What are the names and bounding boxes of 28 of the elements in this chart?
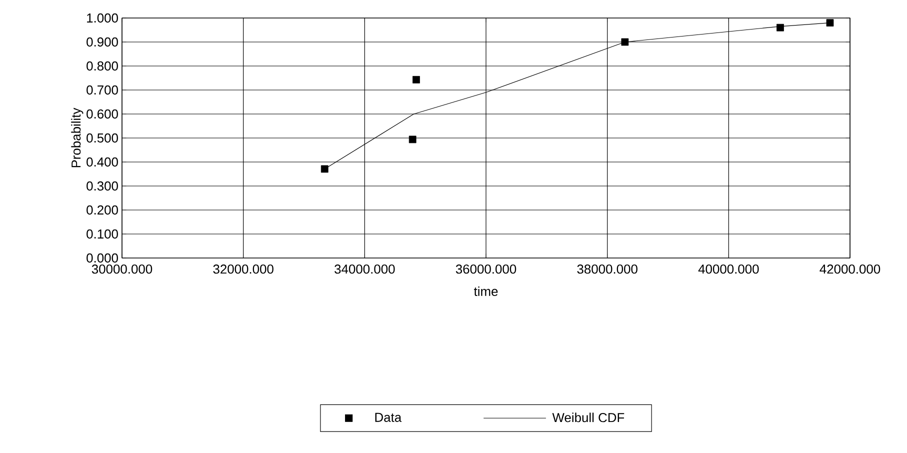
- point: [621, 38, 629, 46]
- x-axis-title: time: [474, 286, 498, 296]
- y-tick-label: 0.400: [86, 157, 118, 167]
- y-tick-label: 0.500: [86, 133, 118, 143]
- point: [412, 76, 420, 84]
- x-tick-label: 34000.000: [334, 264, 395, 274]
- legend-label: Data: [375, 412, 402, 422]
- y-tick-label: 0.200: [86, 205, 118, 215]
- x-tick-label: 30000.000: [92, 264, 152, 274]
- y-tick-label: 0.800: [86, 61, 118, 71]
- x-tick-label: 40000.000: [698, 264, 759, 274]
- x-tick-label: 42000.000: [820, 264, 880, 274]
- x-tick-label: 32000.000: [213, 264, 274, 274]
- legend-label: Weibull CDF: [552, 412, 624, 422]
- y-tick-label: 0.000: [86, 253, 118, 263]
- y-tick-label: 0.700: [86, 85, 118, 95]
- y-tick-label: 0.300: [86, 181, 118, 191]
- y-tick-label: 0.900: [86, 37, 118, 47]
- x-tick-label: 36000.000: [456, 264, 516, 274]
- y-tick-label: 0.600: [86, 109, 118, 119]
- point: [320, 165, 328, 173]
- point: [826, 19, 834, 26]
- point: [408, 136, 416, 144]
- y-tick-label: 0.100: [86, 229, 118, 239]
- x-tick-label: 38000.000: [577, 264, 638, 274]
- point: [776, 24, 784, 32]
- y-tick-label: 1.000: [87, 13, 118, 23]
- y-axis-title: Probability: [71, 108, 84, 168]
